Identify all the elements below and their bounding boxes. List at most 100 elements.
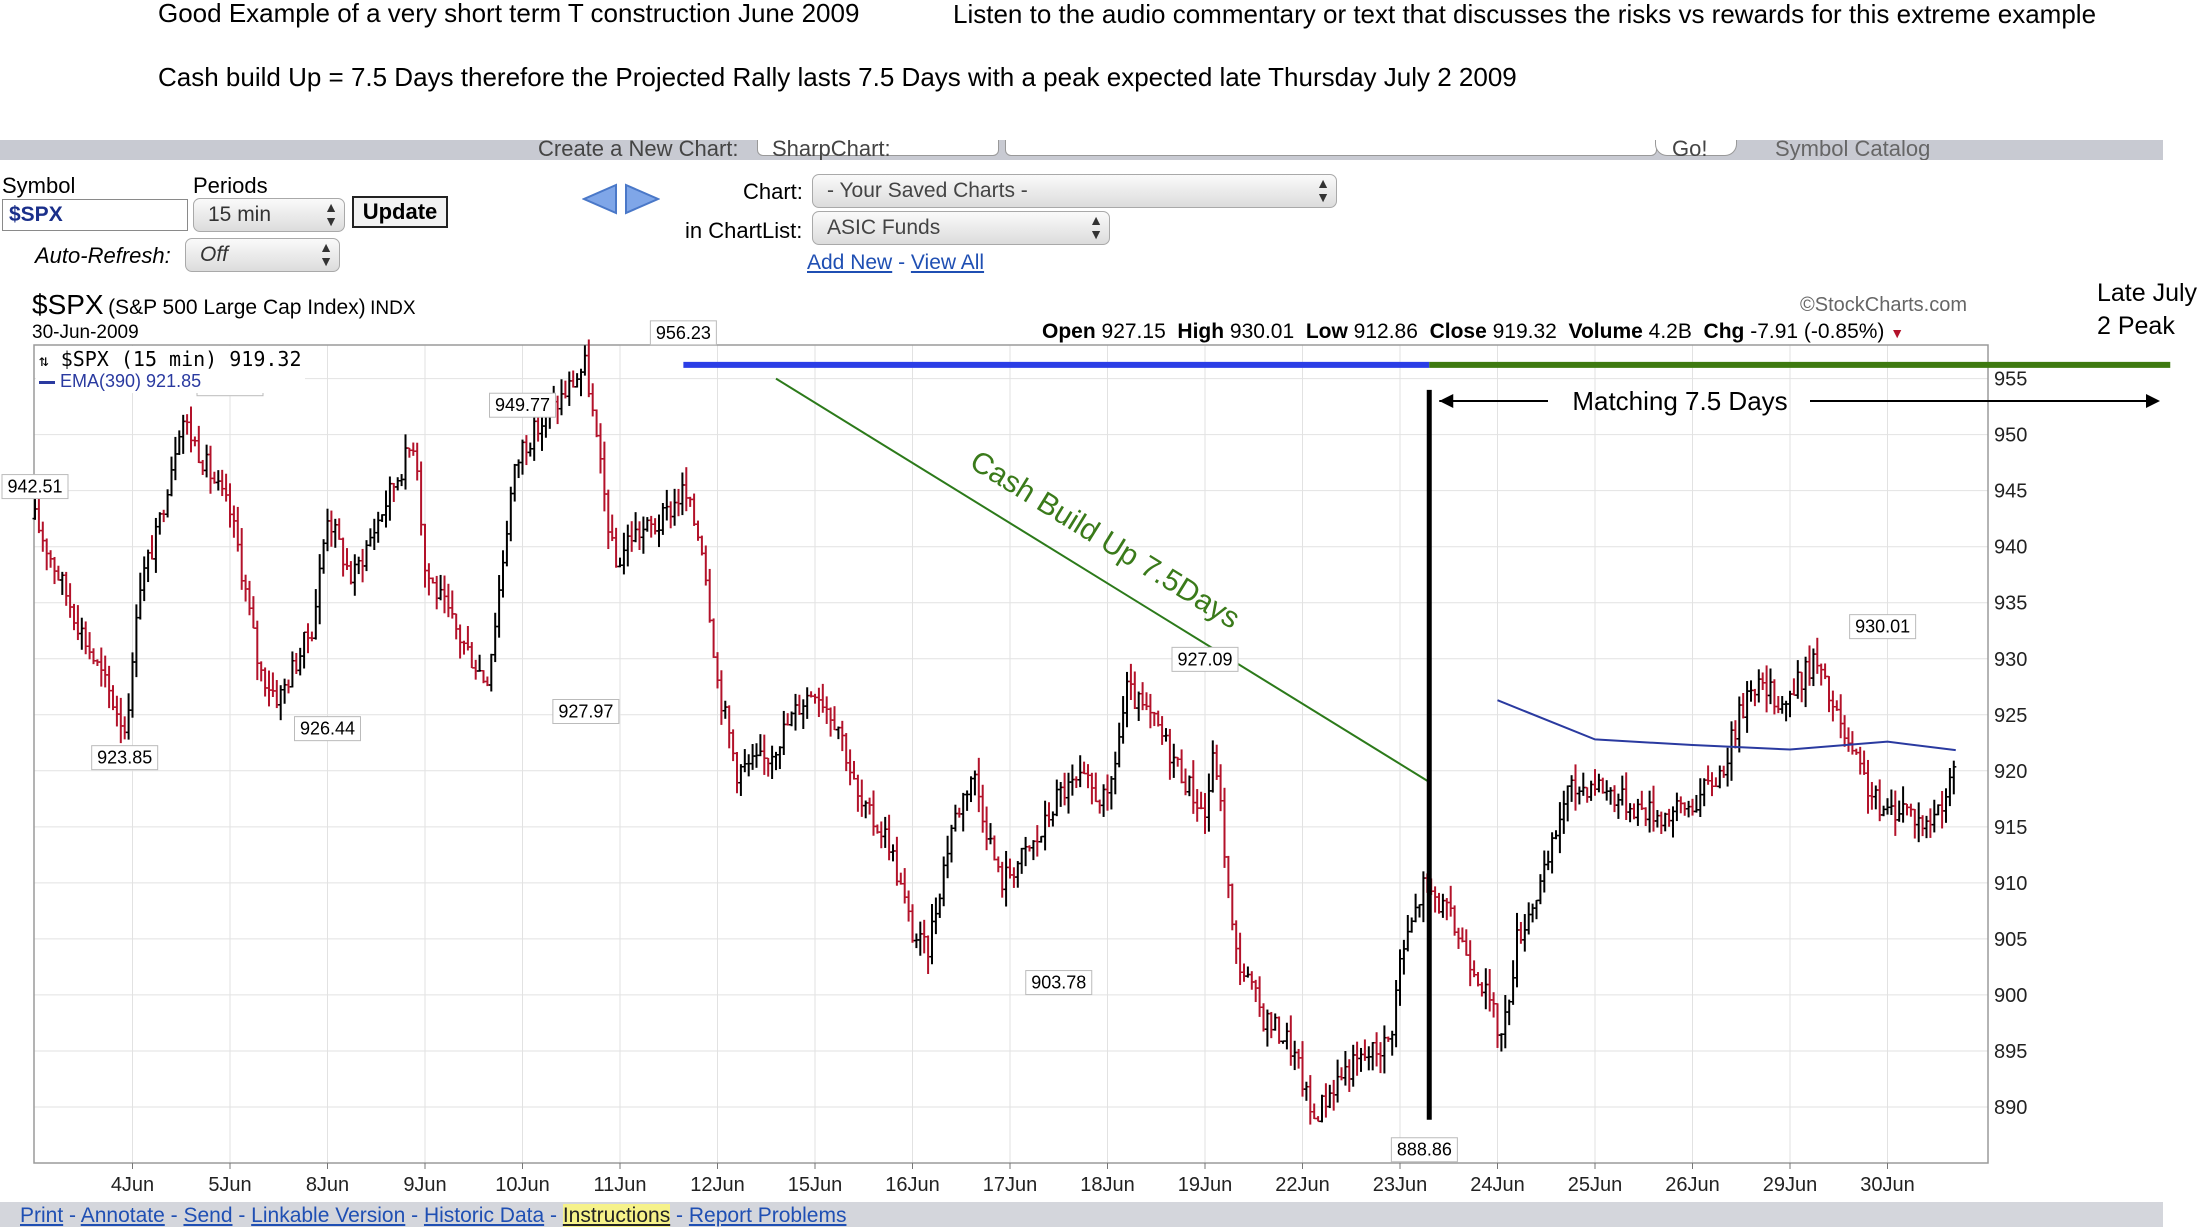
price-label: 942.51 (7, 477, 62, 497)
open-value: 927.15 (1101, 320, 1166, 343)
bottom-link-send[interactable]: Send (183, 1204, 233, 1227)
bottom-link-historic-data[interactable]: Historic Data (423, 1204, 545, 1227)
axes: 890 895 900 905 910 915 920 925 930 935 940 945 950 9… (111, 369, 2028, 1196)
y-tick-label: 950 (1994, 425, 2027, 447)
x-tick-label: 16Jun (885, 1174, 940, 1196)
x-tick-label: 8Jun (306, 1174, 349, 1196)
bottom-link-print[interactable]: Print (20, 1204, 64, 1227)
price-label: 956.23 (656, 323, 711, 343)
periods-select[interactable]: 15 min ▲ ▼ (193, 198, 345, 232)
legend-ema: EMA(390) 921.85 (60, 371, 202, 391)
y-tick-label: 940 (1994, 537, 2027, 559)
x-tick-label: 22Jun (1275, 1174, 1330, 1196)
next-period-arrow-icon[interactable] (624, 183, 660, 215)
chart-legend: ⇅ $SPX (15 min) 919.32 EMA(390) 921.85 (36, 346, 305, 393)
saved-charts-value: - Your Saved Charts - (827, 179, 1028, 202)
saved-charts-select[interactable]: - Your Saved Charts - ▲ ▼ (812, 174, 1337, 208)
chart-title: $SPX (S&P 500 Large Cap Index) INDX (32, 289, 416, 321)
price-label-box (489, 392, 556, 418)
note-title: Good Example of a very short term T cons… (158, 0, 860, 28)
symbol-input[interactable]: $SPX (2, 199, 188, 231)
symbol-label: Symbol (2, 173, 76, 198)
link-separator: - (405, 1204, 424, 1227)
updown-arrows-icon: ▲ ▼ (324, 199, 338, 229)
updown-arrows-icon: ▲ ▼ (319, 239, 333, 269)
chart-label: Chart: (743, 179, 803, 204)
y-tick-label: 905 (1994, 929, 2027, 951)
updown-arrows-icon: ▲ ▼ (1316, 175, 1330, 205)
price-label-box (1025, 970, 1093, 996)
y-tick-label: 900 (1994, 985, 2027, 1007)
ohlc-summary: Open 927.15 High 930.01 Low 912.86 Close… (1042, 320, 1904, 344)
legend-ema-swatch (39, 380, 55, 384)
bottom-link-annotate[interactable]: Annotate (80, 1204, 165, 1227)
x-tick-label: 23Jun (1373, 1174, 1428, 1196)
link-separator: - (670, 1204, 689, 1227)
price-label-box (1849, 614, 1917, 640)
annotation-overlay: Cash Build Up 7.5Days Matching 7.5 Days (683, 361, 2171, 1120)
link-separator: - (544, 1204, 563, 1227)
x-tick-label: 30Jun (1860, 1174, 1915, 1196)
legend-bars-icon: ⇅ (39, 351, 49, 370)
bottom-link-linkable-version[interactable]: Linkable Version (251, 1204, 406, 1227)
create-chart-label: Create a New Chart: (538, 140, 739, 160)
x-tick-label: 11Jun (593, 1174, 646, 1196)
high-label: High (1177, 320, 1225, 343)
open-label: Open (1042, 320, 1096, 343)
chartlist-label: in ChartList: (685, 218, 803, 243)
y-tick-label: 910 (1994, 873, 2027, 895)
sharpchart-select[interactable] (757, 140, 999, 156)
y-tick-label: 935 (1994, 593, 2027, 615)
autorefresh-label: Auto-Refresh: (35, 243, 171, 268)
bottom-link-report-problems[interactable]: Report Problems (688, 1204, 847, 1227)
legend-price: $SPX (15 min) 919.32 (60, 347, 302, 371)
chartlist-select[interactable]: ASIC Funds ▲ ▼ (812, 211, 1110, 245)
chart-date: 30-Jun-2009 (32, 322, 139, 343)
link-separator: - (164, 1204, 184, 1227)
matching-label: Matching 7.5 Days (1572, 386, 1787, 416)
low-value: 912.86 (1353, 320, 1418, 343)
high-value: 930.01 (1229, 320, 1295, 343)
price-label: 949.77 (495, 395, 550, 415)
matching-arrow-right-head (2146, 394, 2160, 409)
update-button[interactable]: Update (352, 196, 448, 228)
x-tick-label: 24Jun (1470, 1174, 1525, 1196)
updown-arrows-icon: ▲ ▼ (1089, 212, 1103, 242)
view-all-link[interactable]: View All (910, 251, 985, 274)
volume-value: 4.2B (1648, 320, 1692, 343)
x-tick-label: 4Jun (111, 1174, 154, 1196)
low-label: Low (1305, 320, 1348, 343)
volume-label: Volume (1568, 320, 1643, 343)
stockcharts-brand: ©StockCharts.com (1800, 294, 1968, 316)
change-label: Chg (1703, 320, 1745, 343)
plot-frame (33, 344, 1989, 1164)
y-tick-label: 890 (1994, 1097, 2027, 1119)
x-tick-label: 26Jun (1665, 1174, 1720, 1196)
x-tick-label: 18Jun (1080, 1174, 1135, 1196)
add-new-link[interactable]: Add New (807, 251, 893, 274)
matching-arrow-left-head (1439, 394, 1454, 409)
y-tick-label: 945 (1994, 481, 2027, 503)
note-commentary: Listen to the audio commentary or text t… (953, 0, 2097, 29)
prev-period-arrow-icon[interactable] (582, 183, 618, 215)
index-name: (S&P 500 Large Cap Index) (108, 296, 366, 319)
go-label: Go! (1672, 140, 1708, 160)
price-label: 930.01 (1855, 617, 1910, 637)
bottom-links: Print - Annotate - Send - Linkable Versi… (20, 1204, 846, 1228)
close-value: 919.32 (1492, 320, 1557, 343)
autorefresh-select[interactable]: Off ▲ ▼ (185, 238, 340, 272)
x-tick-label: 15Jun (788, 1174, 843, 1196)
create-chart-bar: Create a New Chart: SharpChart: Go! Symb… (0, 140, 2163, 160)
bottom-link-instructions[interactable]: Instructions (562, 1204, 671, 1227)
price-label-box (91, 745, 159, 771)
y-tick-label: 895 (1994, 1041, 2027, 1063)
x-tick-label: 5Jun (208, 1174, 251, 1196)
price-bars (32, 339, 1957, 1125)
price-label: 927.09 (1177, 649, 1232, 669)
y-tick-label: 930 (1994, 649, 2027, 671)
y-tick-label: 915 (1994, 817, 2027, 839)
symbol-catalog-link[interactable]: Symbol Catalog (1775, 140, 1931, 160)
y-tick-label: 925 (1994, 705, 2027, 727)
down-triangle-icon: ▼ (1890, 325, 1905, 341)
